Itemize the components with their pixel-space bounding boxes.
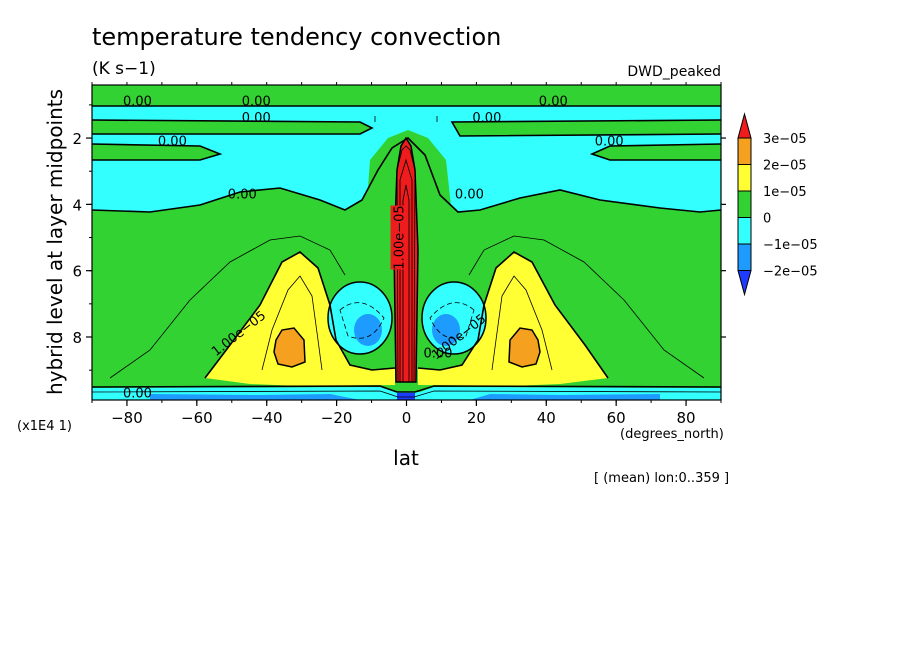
contour-label: 0.00 <box>123 386 152 401</box>
x-axis-label: lat <box>393 446 419 470</box>
contour-label-group: 0.00 <box>123 95 152 110</box>
y-tick-label: 4 <box>72 196 82 214</box>
experiment-label: DWD_peaked <box>627 64 721 80</box>
contour-lines <box>92 105 721 398</box>
colorbar-level-label: 1e−05 <box>763 185 807 200</box>
field-blue-bottom <box>150 394 660 400</box>
contour-label-group: 0.00 <box>455 187 484 202</box>
x-tick-label: 80 <box>677 409 696 427</box>
contour-label: 0.00 <box>455 187 484 202</box>
field-orange-left <box>273 327 306 368</box>
contour-label-group: 0.00 <box>123 386 152 401</box>
y-axis-label: hybrid level at layer midpoints <box>43 89 67 395</box>
x-tick-label: −80 <box>111 409 143 427</box>
averaging-note: [ (mean) lon:0..359 ] <box>594 471 729 486</box>
y-tick-label: 6 <box>72 263 82 281</box>
field-orange-right <box>508 327 541 368</box>
field-yellow-left <box>205 252 395 386</box>
field-blue-center-bottom <box>397 393 415 400</box>
contour-label: 0.00 <box>228 187 257 202</box>
contour-label-group: 0.00 <box>158 134 187 149</box>
contour-label-group: 0.00 <box>472 111 501 126</box>
colorbar-level-label: −1e−05 <box>763 238 818 253</box>
contour-label-group: 0.00 <box>595 134 624 149</box>
field-blue-left-cell <box>354 314 382 346</box>
y-axis-scale-note: (x1E4 1) <box>17 419 72 434</box>
colorbar-level-label: 2e−05 <box>763 159 807 174</box>
x-tick-label: 0 <box>402 409 412 427</box>
colorbar-segment <box>737 243 752 271</box>
colorbar-level-label: 3e−05 <box>763 132 807 147</box>
colorbar-segment <box>737 164 752 192</box>
x-tick-label: 20 <box>467 409 486 427</box>
y-tick-label: 2 <box>72 130 82 148</box>
colorbar: 3e−05 2e−05 1e−05 0 −1e−05 −2e−05 <box>737 112 818 297</box>
x-tick-label: 40 <box>537 409 556 427</box>
y-axis: 2 4 6 8 <box>72 104 726 371</box>
y-tick-label: 8 <box>72 329 82 347</box>
colorbar-segment <box>737 137 752 165</box>
colorbar-lower-arrow <box>737 270 752 297</box>
x-axis-units: (degrees_north) <box>620 427 724 442</box>
contour-label: 0.00 <box>123 95 152 110</box>
contour-label: 0.00 <box>539 95 568 110</box>
contour-label: 0.00 <box>423 347 452 362</box>
x-axis: −80 −60 −40 −20 0 20 40 60 80 <box>91 82 722 427</box>
colorbar-upper-arrow <box>737 112 752 139</box>
contour-label: 0.00 <box>242 95 271 110</box>
chart-title: temperature tendency convection <box>92 23 501 51</box>
chart-units: (K s−1) <box>92 59 156 79</box>
field-cyan-upper <box>92 85 721 212</box>
field-green-band-1 <box>92 120 721 136</box>
contour-label-group: 0.00 <box>228 187 257 202</box>
colorbar-segment <box>737 217 752 245</box>
field-green-top <box>92 85 721 106</box>
contour-label: 0.00 <box>158 134 187 149</box>
contour-label-group: 0.00 <box>242 111 271 126</box>
colorbar-level-label: 0 <box>763 212 771 227</box>
contour-label: 0.00 <box>595 134 624 149</box>
colorbar-level-label: −2e−05 <box>763 265 818 280</box>
x-tick-label: −20 <box>321 409 353 427</box>
x-tick-label: −60 <box>181 409 213 427</box>
contour-label: 0.00 <box>242 111 271 126</box>
contour-label-group: 0.00 <box>539 95 568 110</box>
contour-label-group: 1.00e−05 <box>390 205 408 270</box>
colorbar-segment <box>737 190 752 218</box>
x-tick-label: 60 <box>607 409 626 427</box>
contour-label: 0.00 <box>472 111 501 126</box>
contour-label-group: 0.00 <box>423 347 452 362</box>
contour-label: 1.00e−05 <box>393 205 408 269</box>
field-yellow-right <box>418 252 608 386</box>
x-tick-label: −40 <box>251 409 283 427</box>
plot-area: 0.00 0.00 0.000.00 0.000.00 0.000.00 0.001.00… <box>92 85 721 401</box>
contour-label-group: 0.00 <box>242 95 271 110</box>
